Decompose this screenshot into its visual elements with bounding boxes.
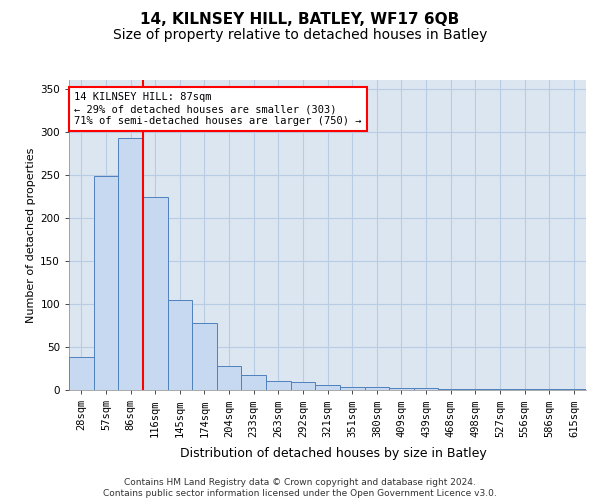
Text: Size of property relative to detached houses in Batley: Size of property relative to detached ho… [113,28,487,42]
Bar [118,138,143,390]
Bar [290,382,315,390]
Bar [463,389,488,390]
Bar [69,358,94,390]
Y-axis label: Number of detached properties: Number of detached properties [26,148,36,322]
Text: 14, KILNSEY HILL, BATLEY, WF17 6QB: 14, KILNSEY HILL, BATLEY, WF17 6QB [140,12,460,28]
Bar [167,300,192,390]
Bar [389,388,414,390]
Bar [217,366,241,390]
Bar [266,382,290,390]
Bar [488,389,512,390]
Text: Distribution of detached houses by size in Batley: Distribution of detached houses by size … [179,448,487,460]
Text: 14 KILNSEY HILL: 87sqm
← 29% of detached houses are smaller (303)
71% of semi-de: 14 KILNSEY HILL: 87sqm ← 29% of detached… [74,92,362,126]
Bar [192,323,217,390]
Bar [512,389,537,390]
Bar [315,385,340,390]
Bar [439,389,463,390]
Bar [94,176,118,390]
Bar [143,197,167,390]
Bar [537,389,562,390]
Text: Contains HM Land Registry data © Crown copyright and database right 2024.
Contai: Contains HM Land Registry data © Crown c… [103,478,497,498]
Bar [562,389,586,390]
Bar [340,386,365,390]
Bar [414,388,439,390]
Bar [365,388,389,390]
Bar [241,374,266,390]
